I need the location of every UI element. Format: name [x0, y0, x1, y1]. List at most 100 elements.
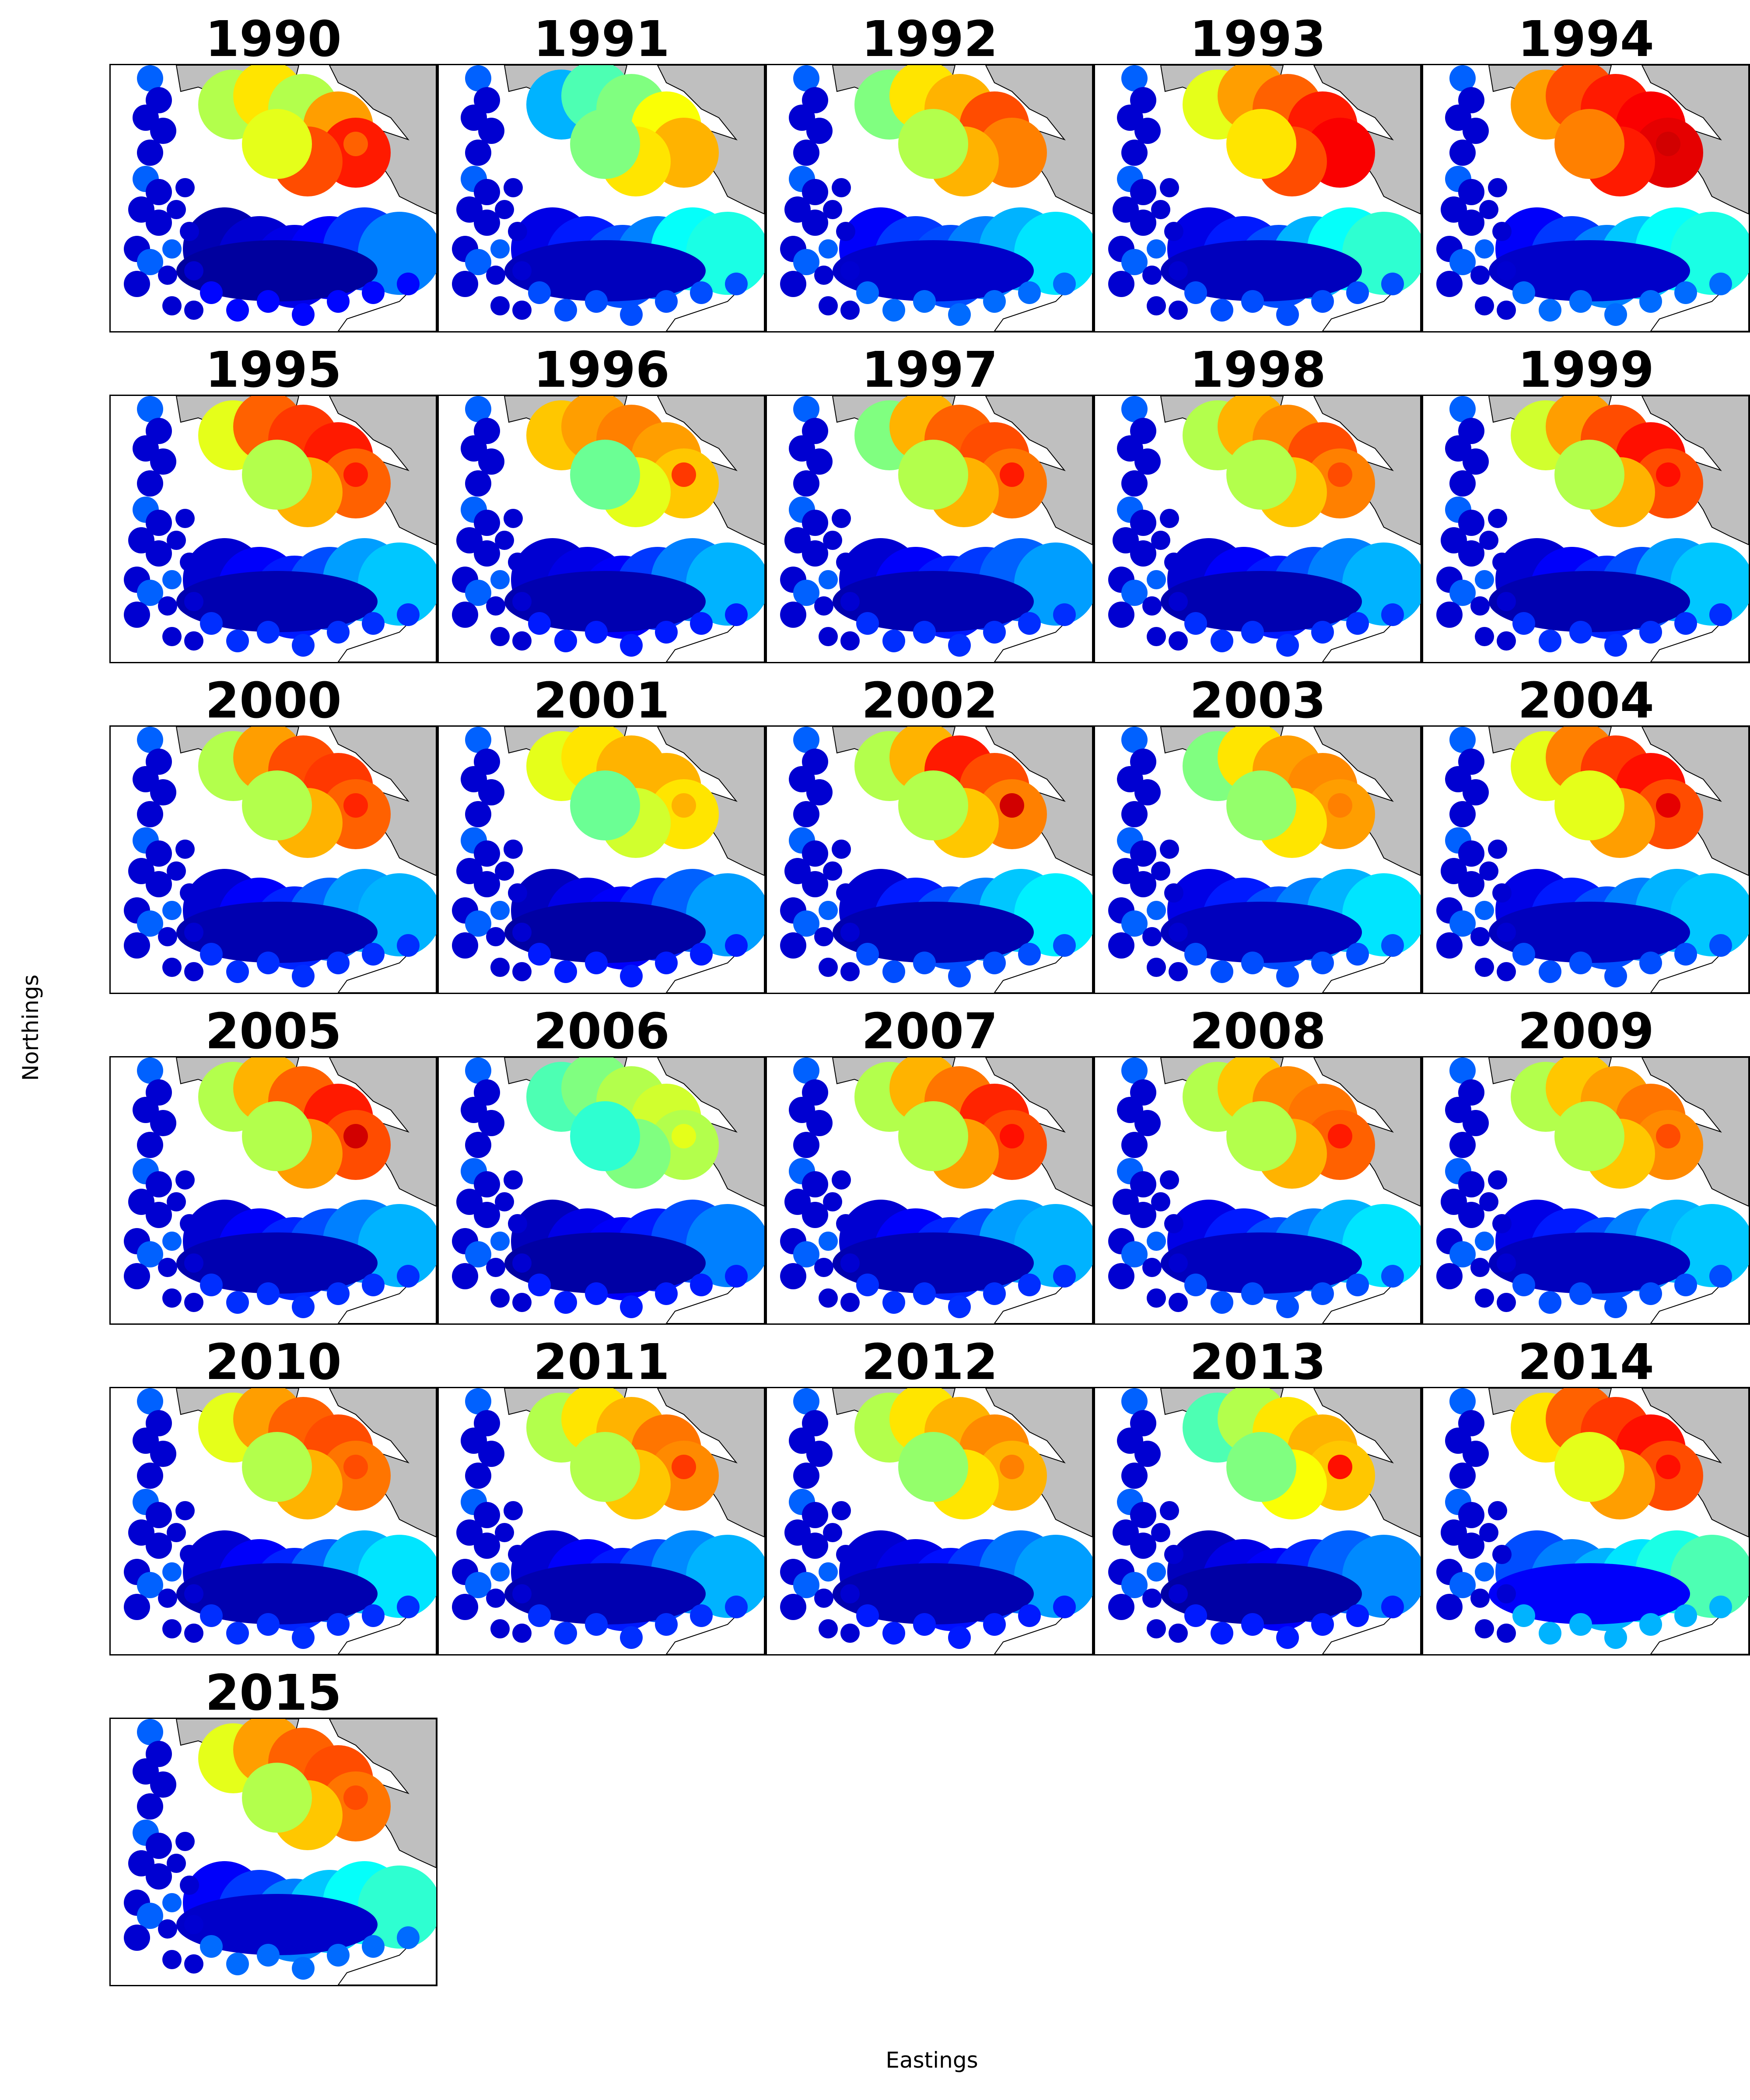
- site-marker: [512, 592, 532, 611]
- site-marker: [802, 871, 828, 897]
- site-marker: [1449, 801, 1476, 827]
- central-cell: [176, 240, 378, 301]
- site-marker: [452, 1263, 478, 1289]
- site-marker: [486, 266, 505, 285]
- site-marker: [1497, 631, 1516, 651]
- panel-title: 1999: [1518, 342, 1654, 399]
- site-marker: [1463, 118, 1489, 144]
- north-cell: [1226, 1432, 1296, 1502]
- site-marker: [780, 271, 806, 297]
- site-marker: [474, 1202, 500, 1228]
- site-marker: [1130, 1202, 1156, 1228]
- site-marker: [1449, 65, 1476, 91]
- site-marker: [146, 210, 172, 236]
- map-canvas: [780, 1057, 1092, 1323]
- site-marker: [836, 1545, 855, 1564]
- south-cell: [358, 1204, 436, 1287]
- panel-title: 1992: [861, 11, 998, 68]
- north-cell: [242, 1763, 312, 1833]
- site-marker: [793, 396, 819, 422]
- map-frame: [766, 725, 1094, 994]
- south-cell: [686, 542, 764, 626]
- south-cell: [1014, 1204, 1092, 1287]
- site-marker: [802, 1502, 828, 1528]
- site-marker: [802, 1171, 828, 1197]
- site-marker: [1709, 1596, 1732, 1618]
- map-panel-2014: 2014: [1422, 1338, 1750, 1656]
- site-marker: [1053, 1596, 1076, 1618]
- map-canvas: [1108, 396, 1421, 662]
- panel-title: 2008: [1190, 1003, 1326, 1060]
- site-marker: [512, 1624, 532, 1643]
- site-marker: [836, 883, 855, 903]
- site-marker: [397, 1265, 420, 1288]
- site-marker: [1142, 596, 1162, 616]
- map-canvas: [124, 727, 436, 993]
- site-marker: [806, 448, 833, 475]
- site-marker: [823, 531, 842, 550]
- site-marker: [162, 296, 182, 315]
- hot-spot: [1656, 1124, 1680, 1148]
- map-canvas: [124, 1057, 436, 1323]
- site-marker: [162, 1562, 182, 1582]
- site-marker: [1475, 627, 1494, 646]
- site-marker: [486, 1589, 505, 1608]
- site-marker: [1449, 1132, 1476, 1158]
- site-marker: [465, 1241, 491, 1267]
- site-marker: [840, 1293, 860, 1312]
- site-marker: [1512, 612, 1535, 635]
- panel-title: 2003: [1190, 672, 1326, 729]
- site-marker: [1492, 1214, 1512, 1233]
- site-marker: [840, 631, 860, 651]
- site-marker: [162, 239, 182, 259]
- site-marker: [508, 222, 527, 241]
- site-marker: [585, 1282, 608, 1305]
- site-marker: [1346, 943, 1369, 966]
- site-marker: [819, 239, 838, 259]
- site-marker: [137, 1719, 163, 1745]
- site-marker: [1134, 448, 1161, 475]
- site-marker: [1018, 281, 1041, 304]
- site-marker: [465, 910, 491, 937]
- map-canvas: [1108, 727, 1421, 993]
- panel-title: 2012: [861, 1334, 998, 1391]
- panel-title: 2010: [205, 1334, 342, 1391]
- site-marker: [1674, 1274, 1697, 1296]
- site-marker: [1639, 290, 1662, 313]
- panel-title: 1990: [205, 11, 342, 68]
- central-cell: [1161, 240, 1362, 301]
- site-marker: [620, 303, 643, 326]
- site-marker: [1184, 281, 1207, 304]
- site-marker: [1492, 1545, 1512, 1564]
- site-marker: [1470, 927, 1490, 946]
- site-marker: [1539, 299, 1561, 322]
- site-marker: [1458, 179, 1484, 205]
- site-marker: [478, 118, 504, 144]
- site-marker: [1311, 952, 1334, 974]
- panel-title: 2002: [861, 672, 998, 729]
- site-marker: [1241, 1613, 1264, 1636]
- central-cell: [1489, 1563, 1690, 1624]
- site-marker: [1475, 1288, 1494, 1308]
- hot-spot: [1328, 1455, 1352, 1479]
- site-marker: [528, 1604, 551, 1627]
- map-frame: [1094, 64, 1422, 332]
- central-cell: [176, 571, 378, 632]
- site-marker: [184, 631, 203, 651]
- site-marker: [1492, 222, 1512, 241]
- central-cell: [504, 1563, 706, 1624]
- map-panel-1990: 1990: [109, 15, 438, 332]
- south-cell: [358, 873, 436, 956]
- site-marker: [1709, 1265, 1732, 1288]
- site-marker: [793, 801, 819, 827]
- site-marker: [137, 580, 163, 606]
- site-marker: [1475, 901, 1494, 920]
- site-marker: [1539, 1622, 1561, 1645]
- site-marker: [836, 553, 855, 572]
- site-marker: [1709, 934, 1732, 957]
- site-marker: [137, 910, 163, 937]
- site-marker: [856, 1274, 879, 1296]
- site-marker: [327, 621, 350, 644]
- site-marker: [1604, 634, 1627, 657]
- map-canvas: [1108, 1388, 1421, 1654]
